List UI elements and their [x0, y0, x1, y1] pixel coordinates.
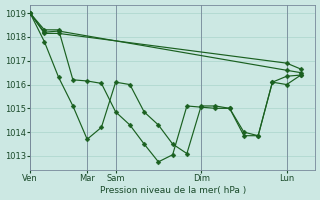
X-axis label: Pression niveau de la mer( hPa ): Pression niveau de la mer( hPa )	[100, 186, 246, 195]
